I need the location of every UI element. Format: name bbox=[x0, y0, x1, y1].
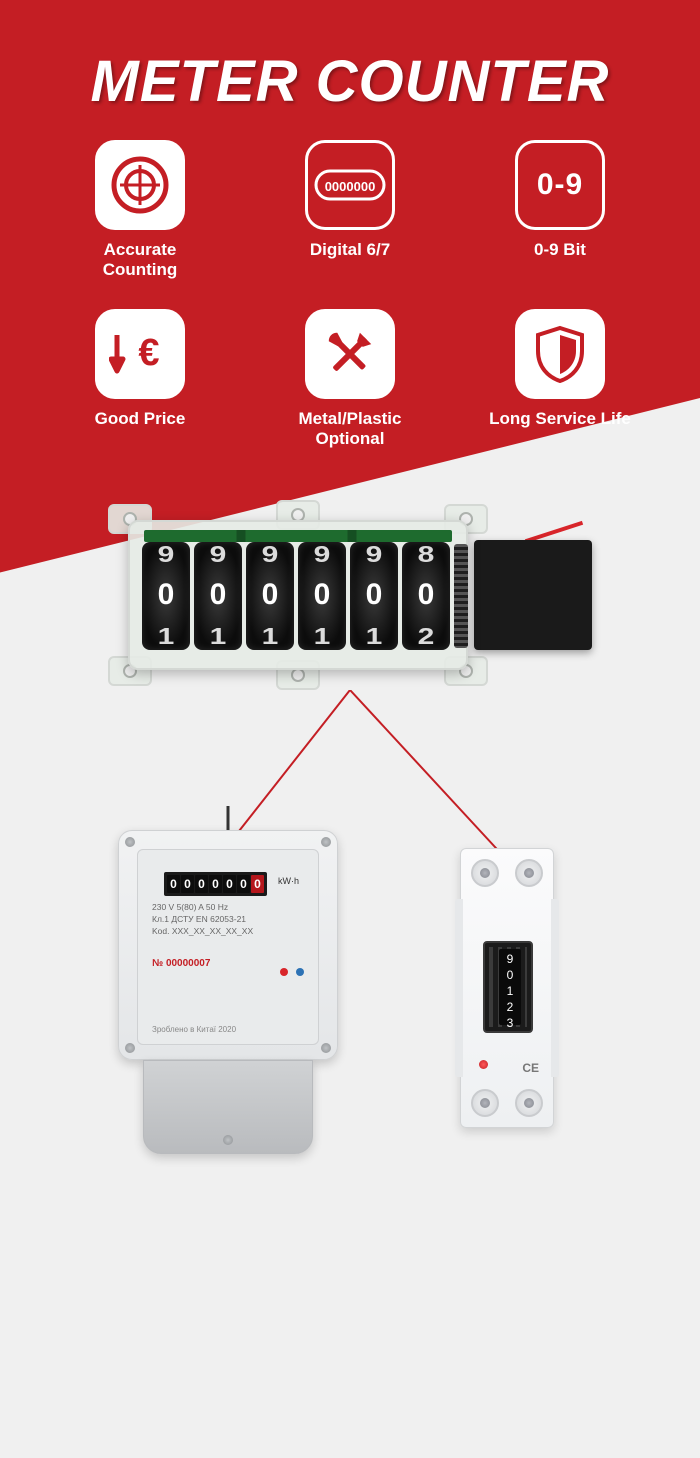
svg-text:€: € bbox=[138, 332, 159, 374]
counter-wheel: 901 bbox=[298, 542, 346, 650]
long-life-icon bbox=[515, 309, 605, 399]
terminal bbox=[515, 1089, 543, 1117]
good-price-icon: € bbox=[95, 309, 185, 399]
spec-line: 230 V 5(80) A 50 Hz bbox=[152, 902, 253, 914]
feature-accurate-counting: Accurate Counting bbox=[65, 140, 215, 281]
spec-line: Kod. XXX_XX_XX_XX_XX bbox=[152, 926, 253, 938]
metal-plastic-icon bbox=[305, 309, 395, 399]
feature-bit-09: 0-9 0-9 Bit bbox=[485, 140, 635, 281]
feature-label: 0-9 Bit bbox=[534, 240, 586, 260]
feature-label: Long Service Life bbox=[489, 409, 631, 429]
counter-wheel: 901 bbox=[142, 542, 190, 650]
counter-wheel: 901 bbox=[246, 542, 294, 650]
feature-label: Digital 6/7 bbox=[310, 240, 390, 260]
ce-mark: CE bbox=[522, 1061, 539, 1075]
counter-product-image: 901901901901901802 bbox=[108, 500, 592, 690]
din-meter-window: 90123 bbox=[483, 941, 533, 1033]
feature-label: Accurate Counting bbox=[65, 240, 215, 281]
kwh-label: kW·h bbox=[278, 876, 299, 886]
knurl-wheel bbox=[454, 544, 468, 648]
counter-wheels: 901901901901901802 bbox=[142, 542, 450, 650]
counter-wheel: 901 bbox=[194, 542, 242, 650]
meter-panel: 0000000 kW·h 230 V 5(80) A 50 HzКл.1 ДСТ… bbox=[137, 849, 319, 1045]
feature-long-life: Long Service Life bbox=[485, 309, 635, 450]
digital-67-icon: 0000000 bbox=[305, 140, 395, 230]
terminal bbox=[515, 859, 543, 887]
din-rail-meter: 90123 CE bbox=[460, 848, 554, 1128]
spec-line: Кл.1 ДСТУ EN 62053-21 bbox=[152, 914, 253, 926]
feature-row: Accurate Counting 0000000 Digital 6/7 0-9… bbox=[65, 140, 635, 281]
bit-09-icon: 0-9 bbox=[515, 140, 605, 230]
energy-meter-large: 0000000 kW·h 230 V 5(80) A 50 HzКл.1 ДСТ… bbox=[118, 830, 338, 1160]
meter-counter-display: 0000000 bbox=[164, 872, 267, 896]
svg-text:0000000: 0000000 bbox=[325, 179, 376, 194]
feature-good-price: € Good Price bbox=[65, 309, 215, 450]
counter-motor bbox=[474, 540, 592, 650]
feature-label: Metal/Plastic Optional bbox=[275, 409, 425, 450]
feature-grid: Accurate Counting 0000000 Digital 6/7 0-9… bbox=[0, 140, 700, 450]
terminal bbox=[471, 1089, 499, 1117]
feature-label: Good Price bbox=[95, 409, 186, 429]
accurate-counting-icon bbox=[95, 140, 185, 230]
status-led bbox=[479, 1060, 488, 1069]
feature-row: € Good Price Metal/Plastic Optional Long… bbox=[65, 309, 635, 450]
meter-footline: Зроблено в Китаї 2020 bbox=[152, 1025, 236, 1034]
counter-wheel: 802 bbox=[402, 542, 450, 650]
pcb-strip bbox=[144, 530, 452, 542]
feature-metal-plastic: Metal/Plastic Optional bbox=[275, 309, 425, 450]
counter-wheel: 901 bbox=[350, 542, 398, 650]
serial-number: № 00000007 bbox=[152, 958, 210, 969]
page-title: METER COUNTER bbox=[0, 48, 700, 115]
feature-digital-67: 0000000 Digital 6/7 bbox=[275, 140, 425, 281]
terminal bbox=[471, 859, 499, 887]
